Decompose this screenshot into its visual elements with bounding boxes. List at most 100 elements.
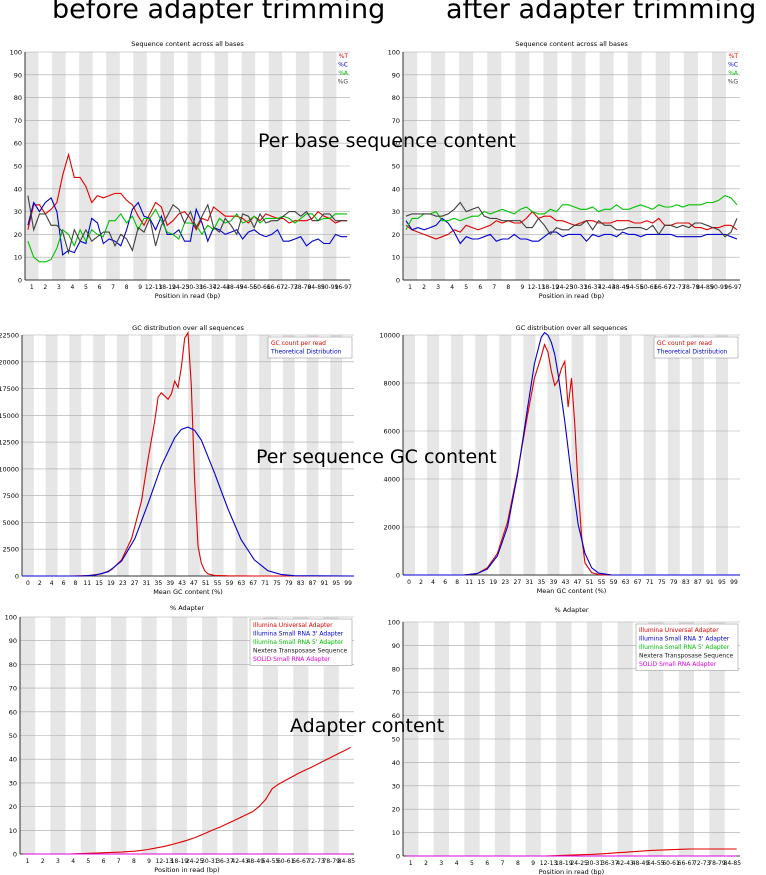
x-tick-label: 67: [249, 580, 257, 587]
y-tick-label: 40: [392, 759, 400, 767]
series-line--t: [405, 210, 738, 240]
x-tick-label: 78-79: [708, 860, 726, 867]
y-tick-label: 2500: [2, 546, 19, 554]
x-tick-label: 8: [506, 284, 510, 291]
y-tick-label: 22500: [0, 332, 19, 340]
x-tick-label: 63: [238, 580, 246, 587]
legend-entry: GC count per read: [657, 340, 712, 347]
legend-entry: Illumina Small RNA 3' Adapter: [253, 631, 344, 638]
chart-gc-after: 0 2000 4000 6000 8000 10000 0 2 4 6 8 11 15 19 23 27 31 3…: [379, 324, 740, 595]
y-tick-label: 90: [14, 71, 22, 79]
y-tick-label: 10: [392, 829, 400, 837]
x-tick-label: 19: [107, 580, 115, 587]
legend-entry: SOLiD Small RNA Adapter: [639, 661, 717, 668]
x-tick-label: 23: [119, 580, 127, 587]
x-tick-label: 12-13: [540, 860, 558, 867]
x-tick-label: 15: [95, 580, 103, 587]
x-tick-label: 12-13: [145, 284, 163, 291]
x-tick-label: 1: [408, 284, 412, 291]
x-tick-label: 84-85: [724, 860, 742, 867]
y-tick-label: 7500: [2, 492, 19, 500]
x-tick-label: 1: [30, 284, 34, 291]
y-tick-label: 80: [14, 94, 22, 102]
x-tick-label: 96-97: [335, 284, 353, 291]
y-tick-label: 0: [396, 277, 400, 285]
x-tick-label: 12-13: [528, 284, 546, 291]
stripe: [619, 335, 632, 575]
x-axis-label: Position in read (bp): [539, 868, 604, 875]
x-tick-label: 72-73: [668, 284, 686, 291]
x-tick-label: 2: [43, 284, 47, 291]
x-tick-label: 84-85: [307, 284, 325, 291]
x-tick-label: 0: [26, 580, 30, 587]
series-line--g: [27, 195, 348, 255]
chart-title: Sequence content across all bases: [131, 40, 244, 48]
x-tick-label: 24-25: [570, 860, 588, 867]
stripe: [282, 335, 295, 576]
y-tick-label: 5000: [2, 519, 19, 527]
y-tick-label: 80: [392, 665, 400, 673]
series-line-gc-count-per-read: [403, 343, 740, 576]
x-tick-label: 71: [646, 579, 654, 586]
series-line--c: [405, 217, 738, 245]
legend-entry: Nextera Transposase Sequence: [639, 653, 733, 660]
chart-title: GC distribution over all sequences: [132, 324, 244, 332]
x-tick-label: 84-85: [696, 284, 714, 291]
x-tick-label: 4: [450, 284, 454, 291]
legend-entry: %A: [728, 70, 739, 77]
x-tick-label: 6: [98, 284, 102, 291]
legend-entry: Illumina Small RNA 5' Adapter: [639, 644, 730, 651]
x-tick-label: 60-61: [277, 858, 295, 865]
stripe: [116, 335, 129, 576]
legend-entry: %C: [728, 62, 738, 69]
x-tick-label: 84-85: [338, 858, 356, 865]
x-tick-label: 18-19: [158, 284, 176, 291]
y-tick-label: 0: [396, 572, 400, 580]
chart-ad-after: 0 10 20 30 40 50 60 70 80 90 100 1 2 3 4 5 6 7 8 9 12-1318-1…: [388, 606, 742, 875]
series-line--a: [405, 194, 738, 231]
y-tick-label: 30: [14, 208, 22, 216]
x-tick-label: 31: [143, 580, 151, 587]
legend-entry: %G: [338, 79, 349, 86]
y-tick-label: 20: [14, 231, 22, 239]
x-tick-label: 42-43: [598, 284, 616, 291]
x-tick-label: 47: [190, 580, 198, 587]
stripe: [22, 335, 34, 576]
x-tick-label: 9: [147, 858, 151, 865]
legend-box: [635, 623, 739, 671]
x-tick-label: 5: [84, 284, 88, 291]
x-tick-label: 83: [297, 580, 305, 587]
x-tick-label: 4: [50, 580, 54, 587]
x-tick-label: 23: [501, 579, 509, 586]
legend-entry: Illumina Universal Adapter: [253, 622, 333, 629]
overlay-adapter: Adapter content: [290, 715, 445, 737]
x-tick-label: 36-37: [216, 858, 234, 865]
stripe: [140, 335, 153, 576]
x-tick-label: 5: [86, 858, 90, 865]
stripe: [211, 335, 224, 576]
x-tick-label: 30-31: [570, 284, 588, 291]
x-tick-label: 36-37: [601, 860, 619, 867]
y-tick-label: 6000: [383, 428, 400, 436]
legend-entry: SOLiD Small RNA Adapter: [253, 656, 331, 663]
x-tick-label: 72-73: [307, 858, 325, 865]
y-tick-label: 50: [392, 736, 400, 744]
stripe: [93, 335, 105, 576]
x-tick-label: 78-79: [323, 858, 341, 865]
x-tick-label: 47: [574, 579, 582, 586]
x-tick-label: 5: [470, 860, 474, 867]
x-tick-label: 87: [309, 580, 317, 587]
x-tick-label: 2: [422, 284, 426, 291]
x-tick-label: 4: [431, 579, 435, 586]
x-tick-label: 66-67: [678, 860, 696, 867]
stripe: [164, 335, 177, 576]
y-tick-label: 80: [392, 94, 400, 102]
x-tick-label: 79: [285, 580, 293, 587]
y-tick-label: 30: [392, 208, 400, 216]
x-axis-label: Position in read (bp): [539, 292, 604, 300]
stripe: [643, 335, 656, 575]
y-tick-label: 20000: [0, 358, 19, 366]
x-tick-label: 11: [83, 580, 91, 587]
x-tick-label: 66-67: [267, 284, 285, 291]
legend-entry: Illumina Small RNA 5' Adapter: [253, 639, 344, 646]
